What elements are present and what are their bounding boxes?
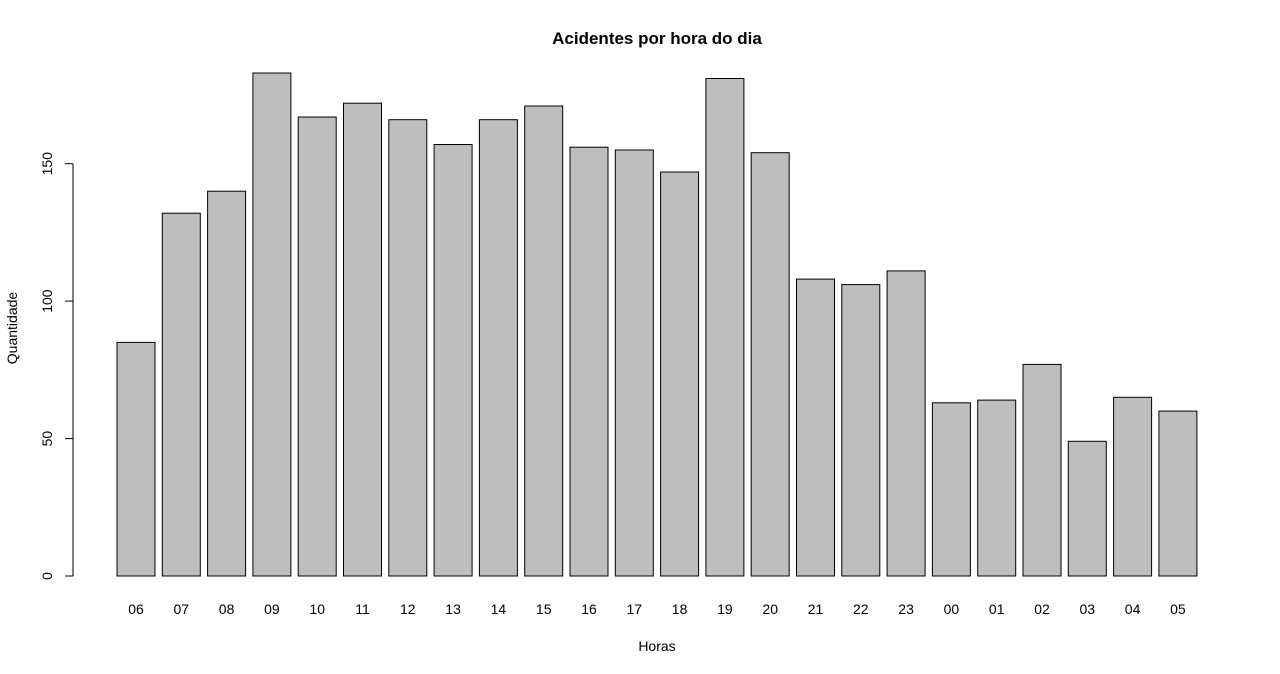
bar-15	[524, 105, 564, 577]
x-tick-label: 19	[717, 601, 733, 617]
bar-20	[750, 152, 790, 577]
x-tick-label: 20	[762, 601, 778, 617]
chart-title: Acidentes por hora do dia	[552, 29, 762, 48]
bar-02	[1022, 363, 1062, 577]
x-tick-label: 07	[174, 601, 190, 617]
x-tick-label: 10	[309, 601, 325, 617]
x-tick-label: 09	[264, 601, 280, 617]
x-tick-label: 05	[1170, 601, 1186, 617]
bar-12	[388, 119, 428, 577]
y-axis-label: Quantidade	[4, 292, 20, 365]
bar-14	[478, 119, 518, 577]
x-tick-label: 11	[355, 601, 370, 617]
bar-10	[297, 116, 337, 577]
y-tick-label: 50	[39, 431, 55, 447]
x-tick-label: 15	[536, 601, 552, 617]
bar-01	[977, 399, 1017, 577]
x-tick-labels: 06 07 08 09 10 11 12 13 14 15 16 17 18 19 20 21 22 23 00 01…	[128, 601, 1186, 617]
x-tick-label: 14	[491, 601, 507, 617]
bar-07	[161, 212, 201, 577]
x-tick-label: 18	[672, 601, 688, 617]
bar-16	[569, 146, 609, 577]
bar-04	[1113, 396, 1153, 577]
x-tick-label: 23	[898, 601, 914, 617]
y-axis: 0 50 100 150	[39, 152, 74, 580]
x-tick-label: 03	[1080, 601, 1096, 617]
bar-21	[796, 278, 835, 577]
bar-17	[614, 149, 654, 577]
x-axis-label: Horas	[638, 638, 675, 654]
x-tick-label: 04	[1125, 601, 1141, 617]
bar-08	[207, 190, 247, 577]
x-tick-label: 13	[445, 601, 461, 617]
bar-05	[1158, 410, 1198, 577]
bars	[116, 72, 1198, 577]
bar-09	[252, 72, 292, 577]
bar-13	[433, 144, 473, 577]
bar-06	[116, 341, 156, 577]
bar-11	[343, 102, 382, 577]
x-tick-label: 12	[400, 601, 416, 617]
x-tick-label: 01	[989, 601, 1005, 617]
x-tick-label: 06	[128, 601, 144, 617]
x-tick-label: 16	[581, 601, 597, 617]
y-tick-label: 0	[39, 572, 55, 580]
x-tick-label: 00	[944, 601, 960, 617]
x-tick-label: 21	[808, 601, 824, 617]
bar-22	[841, 284, 881, 577]
x-tick-label: 17	[627, 601, 643, 617]
bar-00	[931, 402, 971, 577]
y-tick-label: 150	[39, 152, 55, 176]
x-tick-label: 08	[219, 601, 235, 617]
x-tick-label: 22	[853, 601, 869, 617]
bar-19	[705, 78, 745, 577]
bar-23	[886, 270, 926, 577]
y-tick-label: 100	[39, 289, 55, 313]
x-tick-label: 02	[1034, 601, 1050, 617]
bar-03	[1067, 440, 1107, 577]
bar-18	[660, 171, 700, 577]
